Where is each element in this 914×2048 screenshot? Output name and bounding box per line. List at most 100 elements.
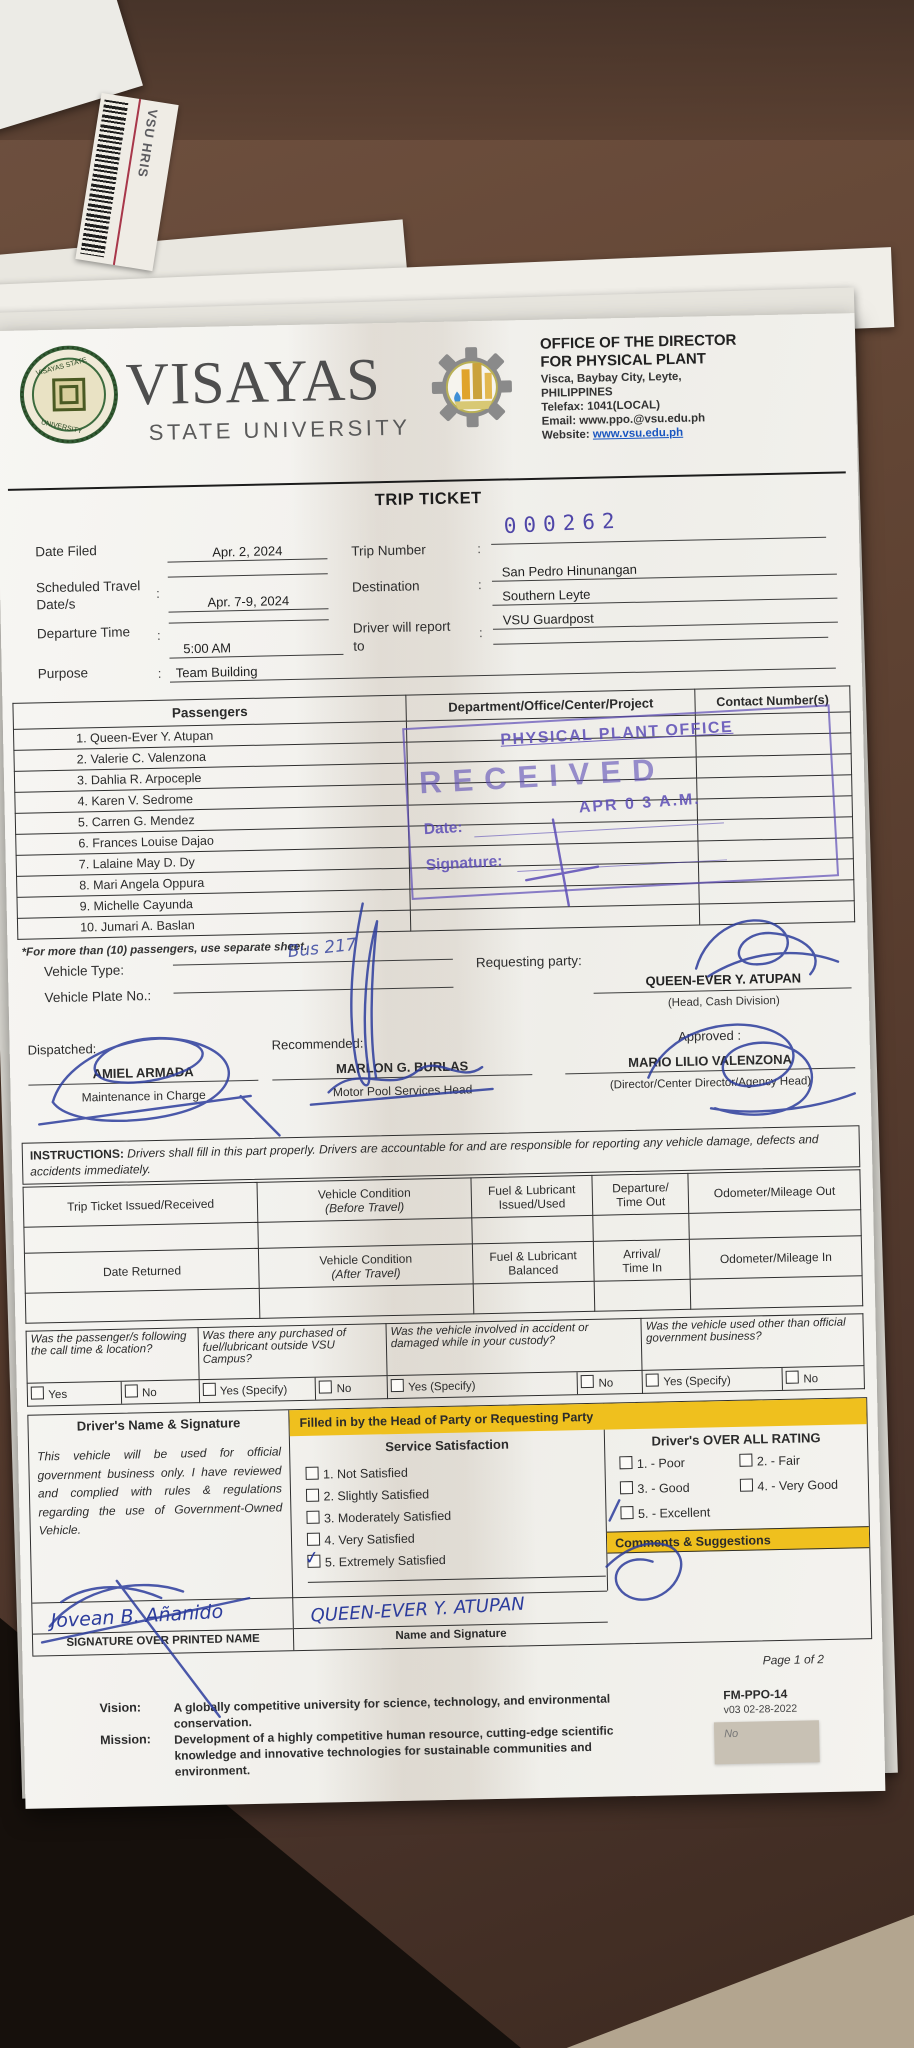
scheduled-label-1: Scheduled Travel (35, 578, 141, 596)
rating-4-checkbox (739, 1478, 754, 1492)
q3-yes-label: Yes (Specify) (408, 1380, 476, 1394)
passengers-footnote: *For more than (10) passengers, use sepa… (21, 940, 308, 959)
colon: : (477, 577, 482, 593)
q3-yes-checkbox (390, 1378, 404, 1393)
log-h-arrival: Arrival/ Time In (593, 1239, 691, 1282)
colon: : (478, 625, 483, 641)
log-h-departure: Departure/ Time Out (592, 1173, 690, 1216)
page-number: Page 1 of 2 (762, 1652, 825, 1668)
q3-no-checkbox (580, 1374, 595, 1389)
requesting-party-name: QUEEN-EVER Y. ATUPAN (645, 970, 802, 989)
q4-yes-label: Yes (Specify) (663, 1374, 731, 1389)
office-info-block: OFFICE OF THE DIRECTOR FOR PHYSICAL PLAN… (540, 329, 842, 442)
approved-name: MARIO LILIO VALENZONA (564, 1050, 856, 1075)
form-version: v03 02-28-2022 (723, 1702, 798, 1717)
drivers-name-header: Driver's Name & Signature (76, 1415, 241, 1434)
question-1: Was the passenger/s following the call t… (26, 1327, 199, 1384)
log-blank-cell (594, 1279, 692, 1312)
dispatched-name: AMIEL ARMADA (28, 1062, 259, 1086)
q2-no-checkbox (319, 1380, 333, 1394)
rating-1-checkbox (619, 1456, 633, 1470)
driver-report-blank-line (493, 635, 829, 645)
log-h-cond-before-sub: (Before Travel) (324, 1199, 405, 1215)
mission-text: Development of a highly competitive huma… (174, 1723, 614, 1780)
log-blank-cell (471, 1215, 594, 1244)
rating-3-label: 3. - Good (637, 1480, 690, 1496)
log-blank-cell (472, 1281, 595, 1314)
destination-value-2: Southern Leyte (492, 581, 838, 606)
overall-rating-grid: 1. - Poor 2. - Fair 3. - Good 4. - Very … (619, 1450, 860, 1523)
q1-no-checkbox (124, 1384, 138, 1398)
question-4: Was the vehicle used other than official… (641, 1313, 864, 1371)
colon: : (156, 627, 161, 643)
vision-label: Vision: (99, 1700, 142, 1716)
log-h-fuel-bal-sub: Balanced (508, 1262, 559, 1278)
vehicle-type-handwritten: Bus 217 (286, 934, 358, 963)
colon: : (155, 585, 160, 601)
departure-value: 5:00 AM (169, 637, 344, 659)
approved-block: Approved : MARIO LILIO VALENZONA (Direct… (564, 1025, 856, 1092)
question-3: Was the vehicle involved in accident or … (385, 1318, 643, 1376)
vehicle-plate-line (173, 985, 454, 994)
driver-report-label-2: to (353, 638, 365, 654)
log-h-fuel-bal: Fuel & Lubricant Balanced (472, 1241, 595, 1284)
q2-no-label: No (336, 1382, 352, 1396)
date-filed-label: Date Filed (35, 543, 97, 560)
official-use-text: This vehicle will be used for official g… (37, 1444, 283, 1538)
recommended-label: Recommended: (271, 1035, 364, 1053)
satisfaction-item: 5. Extremely Satisfied ✓ (303, 1547, 605, 1572)
log-h-odo-in: Odometer/Mileage In (689, 1235, 863, 1280)
log-blank-cell (690, 1275, 863, 1310)
satisfaction-item: 4. Very Satisfied (306, 1526, 605, 1550)
university-wordmark-sub: STATE UNIVERSITY (148, 414, 411, 445)
approved-title: (Director/Center Director/Agency Head) (609, 1075, 812, 1092)
log-h-returned: Date Returned (24, 1248, 260, 1294)
satisfaction-4-label: 4. Very Satisfied (324, 1531, 415, 1548)
approved-label: Approved : (677, 1027, 742, 1045)
destination-label: Destination (351, 578, 420, 595)
q3-answers: Yes (Specify) No (386, 1370, 643, 1399)
scheduled-label-2: Date/s (36, 596, 76, 613)
q4-yes-checkbox (645, 1373, 660, 1387)
dispatched-block: Dispatched: AMIEL ARMADA Maintenance in … (28, 1038, 259, 1106)
contact-cell (699, 900, 855, 926)
log-h-cond-after-sub: (After Travel) (331, 1265, 401, 1281)
form-code: FM-PPO-14 (723, 1686, 788, 1703)
rating-5-label: 5. - Excellent (637, 1505, 711, 1521)
log-blank-cell (25, 1288, 261, 1324)
dispatched-label: Dispatched: (27, 1041, 97, 1058)
received-stamp: PHYSICAL PLANT OFFICE RECEIVED Date: APR… (402, 704, 840, 900)
log-h-issued: Trip Ticket Issued/Received (23, 1182, 259, 1228)
rating-5-checkbox (620, 1506, 634, 1520)
ppo-logo (423, 338, 521, 436)
log-blank-cell (592, 1213, 690, 1242)
trip-number-label: Trip Number (351, 542, 426, 559)
stamp-date-label: Date: (423, 819, 464, 839)
driver-report-label-1: Driver will report (352, 618, 451, 636)
date-filed-value: Apr. 2, 2024 (167, 542, 328, 563)
colon: : (477, 541, 482, 557)
satisfaction-item: 3. Moderately Satisfied (306, 1504, 604, 1528)
recommended-block: Recommended: MARLON G. BURLAS Motor Pool… (271, 1032, 533, 1100)
hris-slip-label: VSU HRIS (134, 108, 161, 179)
q4-no-label: No (803, 1373, 819, 1386)
q1-answers: Yes No (27, 1379, 200, 1407)
stamp-date-line (474, 822, 724, 838)
rating-item: 1. - Poor (619, 1453, 739, 1474)
rating-3-checkbox (619, 1481, 634, 1495)
head-handwritten-name: QUEEN-EVER Y. ATUPAN (310, 1593, 526, 1627)
rating-item: 4. - Very Good (739, 1475, 860, 1496)
colon: : (157, 665, 162, 681)
rating-item: 2. - Fair (739, 1450, 859, 1471)
head-signature-label: Name and Signature (293, 1621, 609, 1645)
log-blank-cell (689, 1209, 862, 1240)
satisfaction-3-checkbox (306, 1510, 320, 1524)
satisfaction-1-checkbox (305, 1466, 319, 1480)
stamp-received-text: RECEIVED (418, 751, 667, 801)
log-h-cond-after: Vehicle Condition (After Travel) (258, 1243, 473, 1289)
satisfaction-4-checkbox (306, 1532, 321, 1546)
mission-label: Mission: (100, 1732, 151, 1748)
departure-blank-line (168, 618, 329, 624)
q1-yes-checkbox (30, 1386, 44, 1400)
q2-yes-checkbox (202, 1382, 216, 1397)
